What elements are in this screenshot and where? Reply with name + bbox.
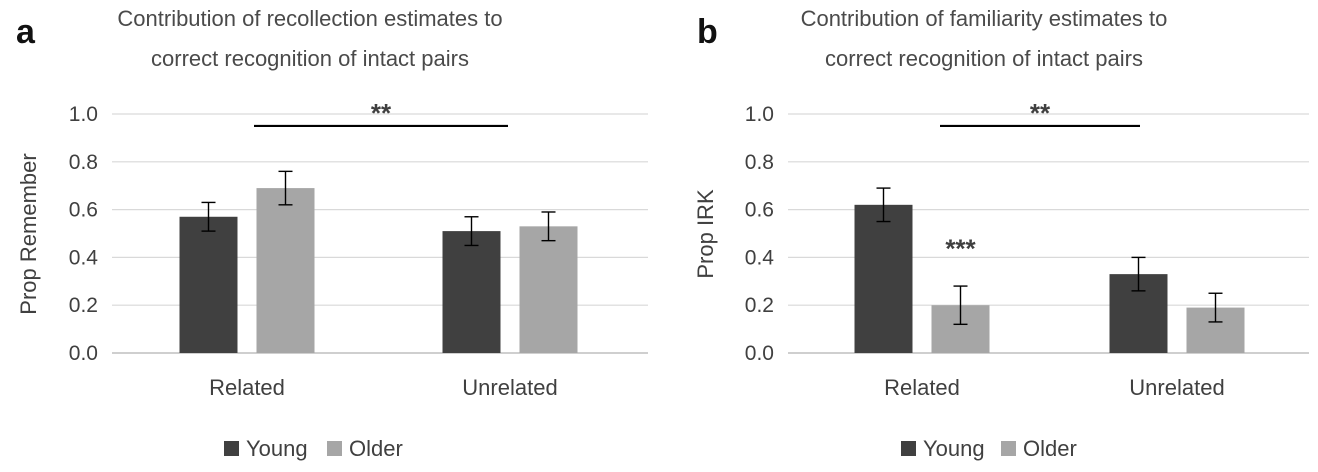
chart-title-line: correct recognition of intact pairs [151, 46, 469, 71]
significance-marker: *** [945, 233, 976, 263]
y-tick-label: 0.2 [745, 294, 774, 317]
bar-young-related [179, 216, 238, 353]
panel-letter: a [16, 13, 36, 51]
bar-older-unrelated [519, 226, 578, 353]
y-tick-label: 1.0 [745, 103, 774, 126]
y-tick-label: 0.0 [745, 342, 774, 365]
y-axis-title: Prop Remember [16, 153, 41, 314]
legend-label-older: Older [1023, 436, 1077, 461]
chart-title-line: correct recognition of intact pairs [825, 46, 1143, 71]
y-axis-title: Prop IRK [693, 189, 718, 279]
legend-label-older: Older [349, 436, 403, 461]
y-tick-label: 0.8 [69, 151, 98, 174]
chart-title-line: Contribution of familiarity estimates to [801, 6, 1168, 31]
legend-swatch-older [327, 441, 342, 456]
chart-title-line: Contribution of recollection estimates t… [117, 6, 502, 31]
y-tick-label: 0.2 [69, 294, 98, 317]
panel-letter: b [697, 13, 718, 51]
x-category-label: Related [884, 375, 960, 400]
y-tick-label: 0.6 [745, 199, 774, 222]
x-category-label: Related [209, 375, 285, 400]
legend-label-young: Young [923, 436, 985, 461]
y-tick-label: 0.4 [745, 246, 775, 269]
chart-panel-b: b Contribution of familiarity estimates t… [659, 0, 1318, 472]
y-tick-label: 1.0 [69, 103, 98, 126]
x-category-label: Unrelated [462, 375, 557, 400]
chart-svg-b: b Contribution of familiarity estimates t… [693, 6, 1309, 461]
significance-marker: ** [1030, 98, 1051, 128]
x-category-label: Unrelated [1129, 375, 1224, 400]
legend-swatch-young [901, 441, 916, 456]
legend-label-young: Young [246, 436, 308, 461]
y-tick-label: 0.4 [69, 246, 99, 269]
legend-swatch-young [224, 441, 239, 456]
significance-marker: ** [371, 98, 392, 128]
bar-older-related [256, 188, 315, 353]
y-tick-label: 0.6 [69, 199, 98, 222]
y-tick-label: 0.8 [745, 151, 774, 174]
legend-swatch-older [1001, 441, 1016, 456]
chart-panel-a: a Contribution of recollection estimates … [16, 6, 648, 461]
bar-young-unrelated [442, 231, 501, 353]
bar-young-related [854, 204, 913, 353]
y-tick-label: 0.0 [69, 342, 98, 365]
chart-svg-a: a Contribution of recollection estimates … [16, 6, 648, 461]
